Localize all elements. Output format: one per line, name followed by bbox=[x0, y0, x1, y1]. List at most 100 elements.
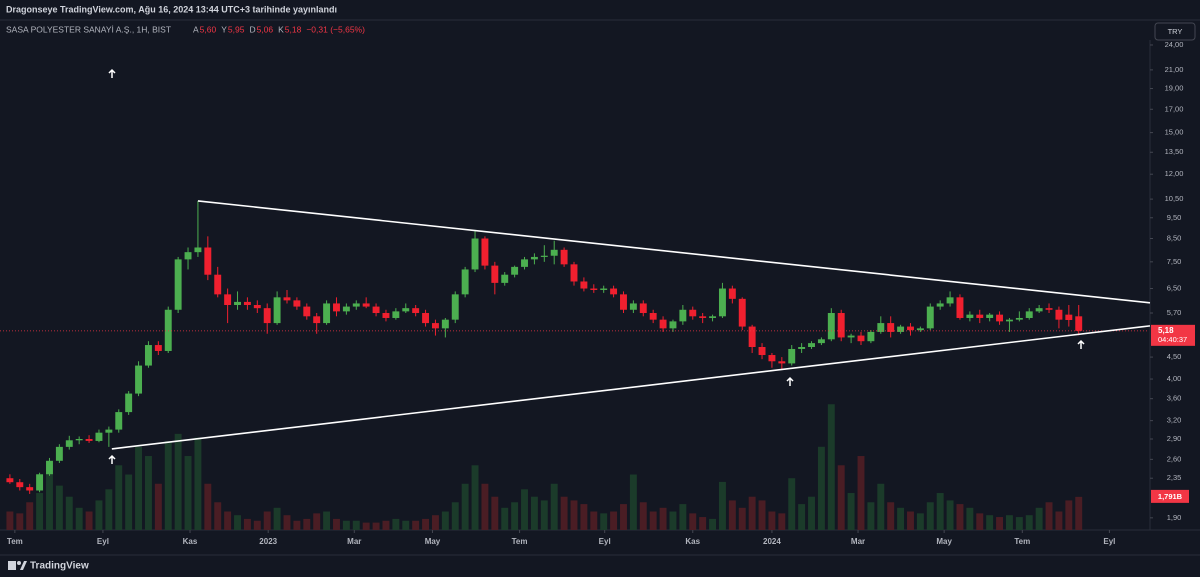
volume-bar bbox=[184, 456, 192, 530]
arrow bbox=[108, 454, 116, 464]
candle-body bbox=[184, 252, 192, 260]
volume-bar bbox=[253, 520, 261, 530]
y-tick-label: 2,90 bbox=[1167, 434, 1182, 443]
candle-body bbox=[837, 313, 845, 338]
candle-body bbox=[600, 288, 608, 290]
x-tick-label: Eyl bbox=[97, 537, 109, 546]
volume-bar bbox=[530, 496, 538, 530]
candle-body bbox=[649, 313, 657, 320]
candle-body bbox=[1005, 319, 1013, 322]
candle-body bbox=[827, 313, 835, 340]
volume-bar bbox=[214, 502, 222, 530]
candle-body bbox=[481, 238, 489, 266]
candle-body bbox=[877, 323, 885, 332]
candle-body bbox=[491, 265, 499, 283]
candle-body bbox=[709, 316, 717, 318]
candle-body bbox=[669, 321, 677, 329]
candle-body bbox=[798, 347, 806, 349]
currency-button[interactable] bbox=[1154, 22, 1196, 41]
volume-bar bbox=[234, 515, 241, 530]
candle-body bbox=[590, 288, 598, 290]
candle-body bbox=[808, 343, 815, 348]
volume-bar bbox=[511, 502, 519, 530]
y-tick-label: 1,90 bbox=[1167, 513, 1182, 522]
y-tick-label: 21,00 bbox=[1165, 65, 1184, 74]
volume-bar bbox=[837, 465, 845, 530]
arrow bbox=[108, 68, 116, 78]
y-tick-label: 2,35 bbox=[1167, 473, 1182, 482]
candle-body bbox=[105, 429, 113, 433]
volume-bar bbox=[976, 513, 984, 530]
volume-bar bbox=[808, 496, 815, 530]
volume-bar bbox=[174, 433, 182, 530]
candle-body bbox=[352, 303, 360, 307]
volume-bar bbox=[600, 513, 608, 530]
trendline bbox=[111, 325, 1151, 450]
volume-bar bbox=[154, 483, 162, 530]
candle-body bbox=[550, 249, 558, 256]
volume-bar bbox=[382, 520, 390, 530]
y-tick-label: 15,00 bbox=[1165, 128, 1184, 137]
volume-bar bbox=[916, 513, 924, 530]
x-tick-label: Mar bbox=[851, 537, 865, 546]
ohlc-value: 5,95 bbox=[228, 24, 245, 34]
symbol: SASA POLYESTER SANAYİ A.Ş., 1H, BIST bbox=[6, 24, 171, 34]
volume-bar bbox=[303, 518, 311, 530]
candle-body bbox=[867, 331, 875, 342]
candle-body bbox=[718, 288, 726, 317]
volume-bar bbox=[135, 446, 143, 530]
candle-body bbox=[333, 303, 340, 312]
volume-bar bbox=[936, 493, 944, 530]
y-tick-label: 2,60 bbox=[1167, 454, 1182, 463]
volume-bar bbox=[827, 404, 835, 530]
candle-body bbox=[926, 306, 934, 329]
volume-bar bbox=[402, 520, 410, 530]
candle-body bbox=[46, 460, 53, 475]
candle-body bbox=[273, 297, 281, 324]
x-tick-label: Kas bbox=[183, 537, 198, 546]
volume-bar bbox=[1025, 515, 1033, 530]
logo-part bbox=[8, 561, 16, 570]
volume-bar bbox=[1005, 515, 1013, 530]
candle-body bbox=[451, 294, 459, 320]
candle-body bbox=[530, 256, 538, 260]
volume-bar bbox=[204, 483, 212, 530]
volume-bar bbox=[620, 504, 627, 530]
candle-body bbox=[679, 309, 687, 322]
candle-body bbox=[253, 305, 261, 309]
brand-logo bbox=[8, 561, 27, 570]
volume-bar bbox=[738, 507, 746, 530]
y-tick-label: 5,70 bbox=[1167, 308, 1182, 317]
candle-body bbox=[293, 300, 301, 307]
candle-body bbox=[224, 294, 232, 306]
volume-bar bbox=[283, 515, 291, 530]
volume-bar bbox=[342, 520, 350, 530]
candle-body bbox=[560, 249, 568, 265]
candle-body bbox=[422, 313, 430, 324]
volume-bar bbox=[1055, 511, 1063, 530]
volume-bar bbox=[857, 456, 865, 530]
candle-body bbox=[916, 328, 924, 331]
volume-bar bbox=[956, 504, 964, 530]
ohlc-key: K bbox=[278, 24, 284, 34]
volume-bar bbox=[946, 500, 954, 530]
volume-layer bbox=[6, 404, 1083, 530]
volume-bar bbox=[115, 465, 123, 530]
candle-body bbox=[402, 308, 410, 312]
candle-body bbox=[164, 309, 172, 351]
volume-bar bbox=[451, 502, 459, 530]
brand: TradingView bbox=[30, 561, 89, 572]
candle-body bbox=[95, 432, 103, 441]
candle-body bbox=[610, 288, 618, 295]
candle-body bbox=[689, 309, 697, 317]
candle-body bbox=[748, 326, 756, 348]
volume-bar bbox=[75, 507, 83, 530]
volume-bar bbox=[125, 474, 133, 530]
volume-bar bbox=[877, 483, 885, 530]
candle-body bbox=[263, 308, 271, 324]
volume-bar bbox=[560, 496, 568, 530]
volume-bar bbox=[728, 500, 736, 530]
ohlc-value: 5,60 bbox=[200, 24, 217, 34]
